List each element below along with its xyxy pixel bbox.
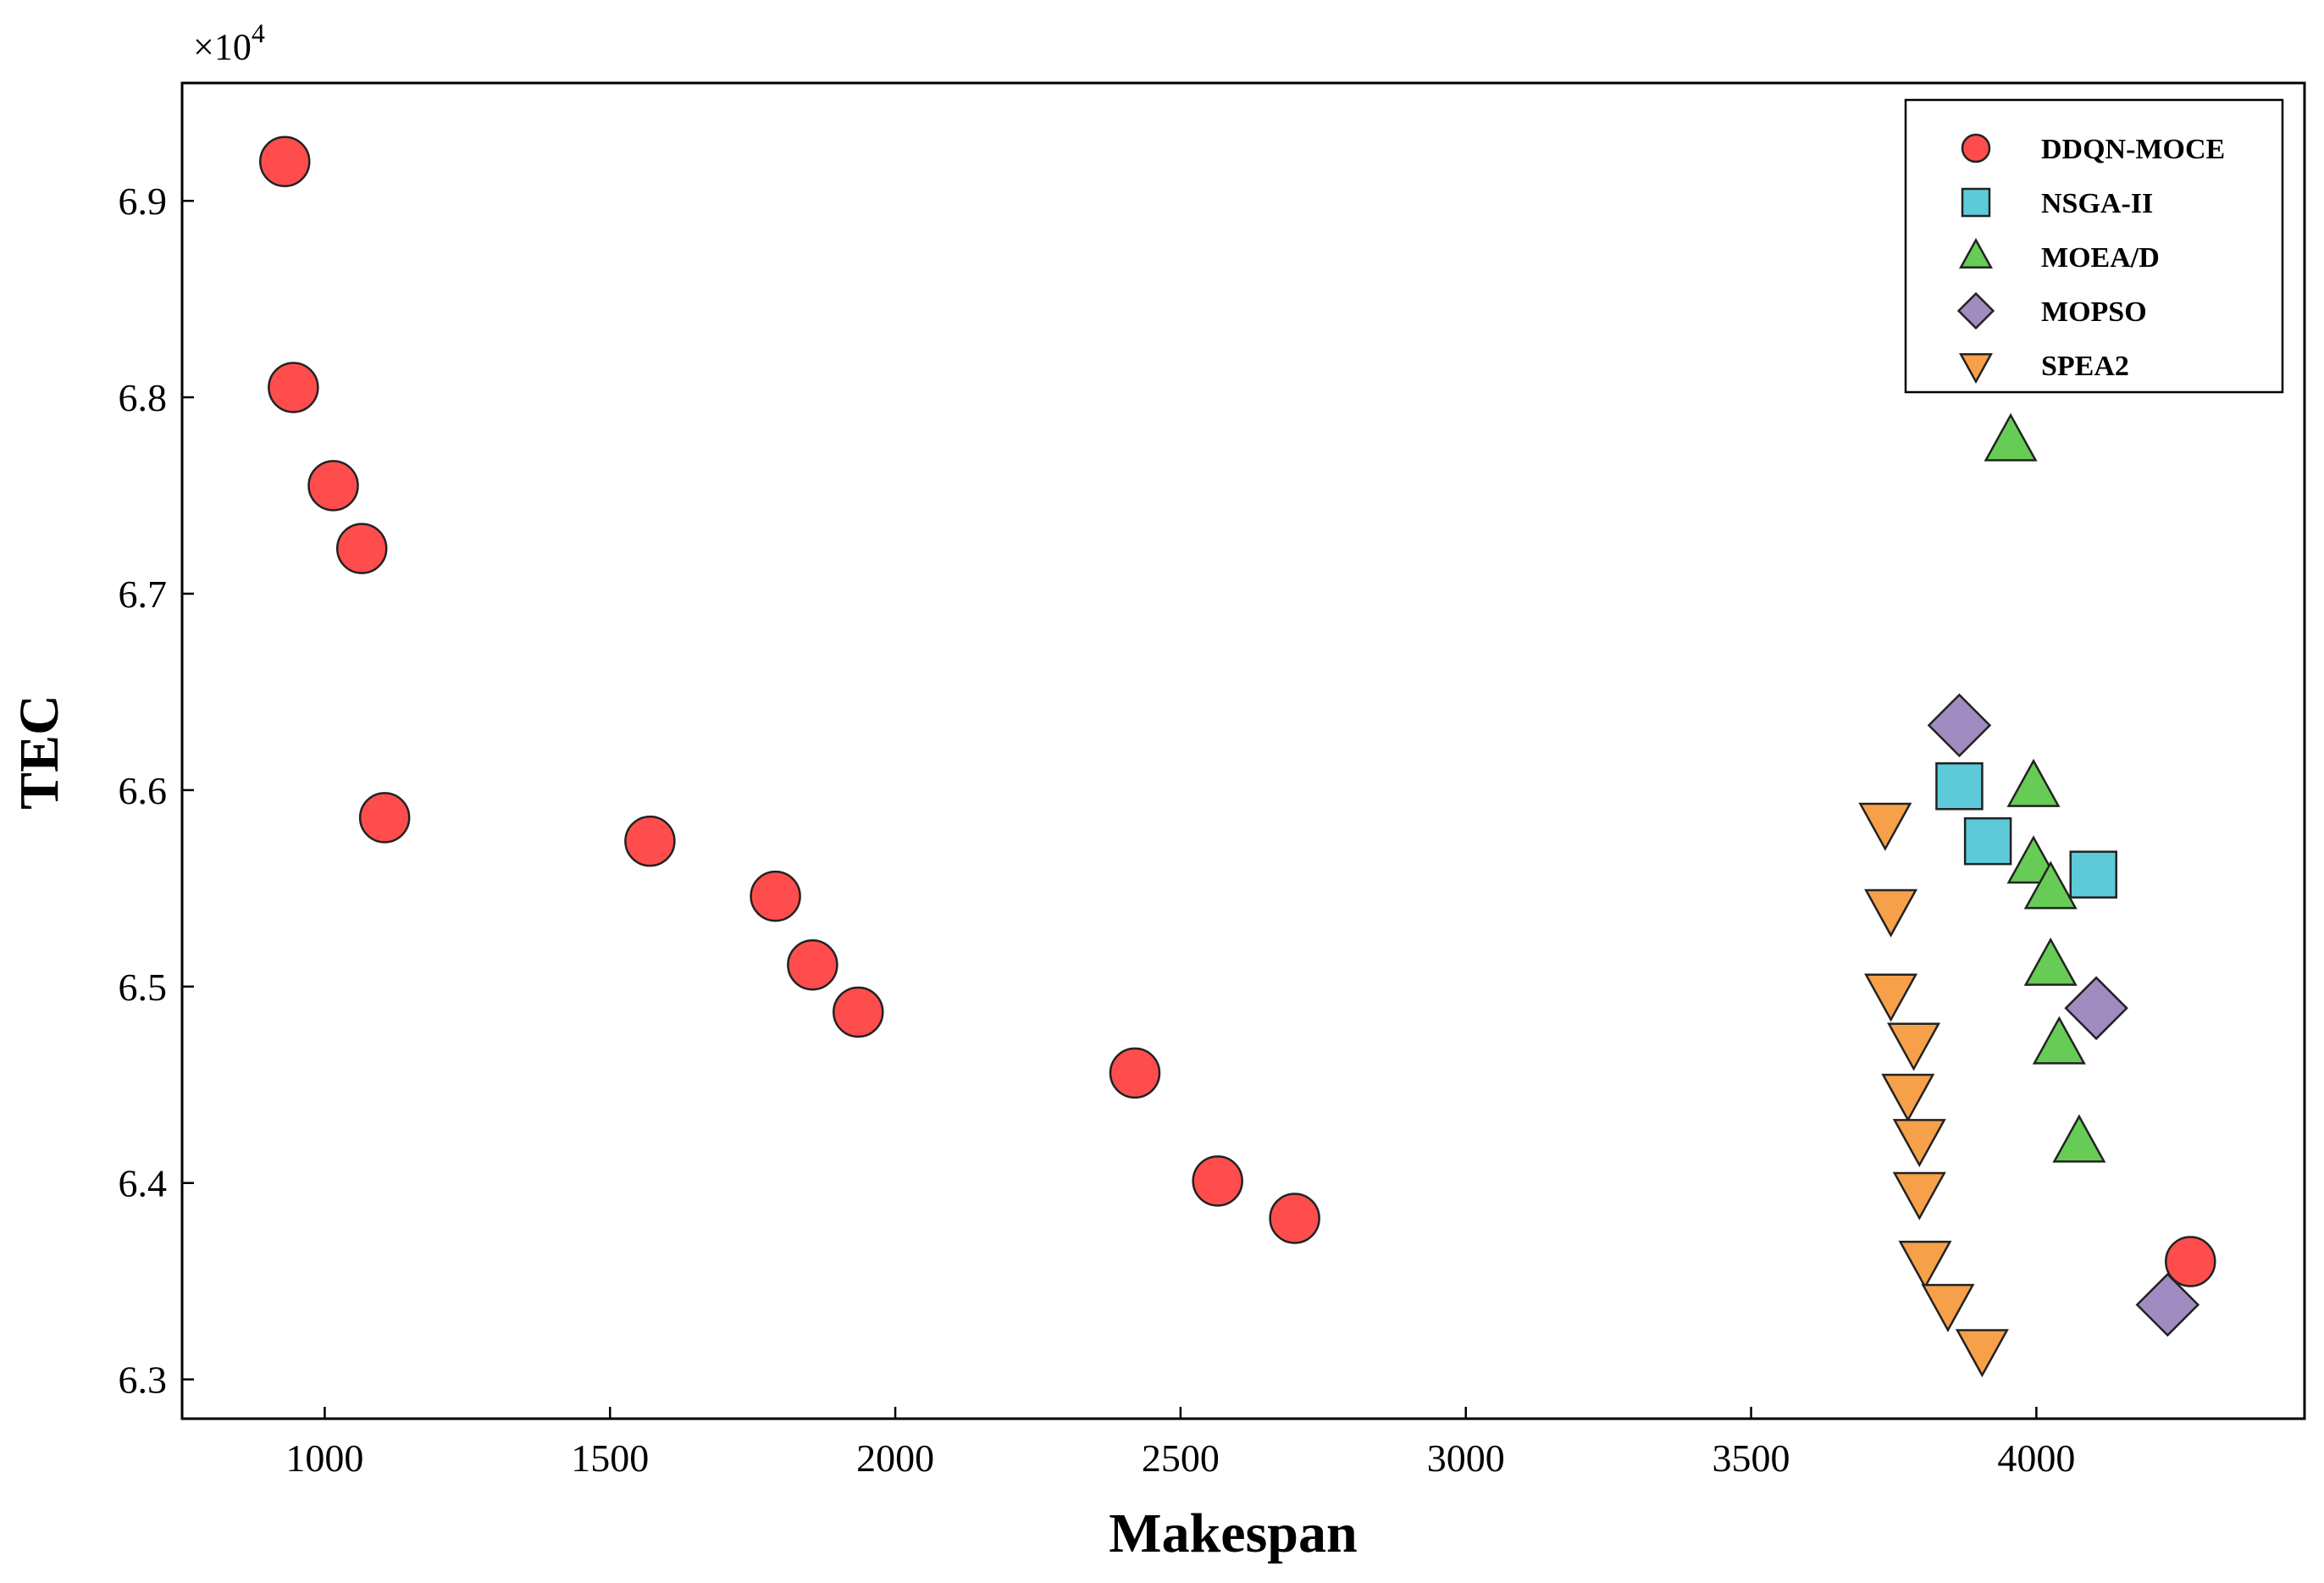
legend: DDQN-MOCE NSGA-II MOEA/D MOPSO SPEA2 bbox=[1904, 98, 2284, 394]
data-point bbox=[307, 460, 359, 512]
data-point bbox=[2052, 1114, 2106, 1163]
legend-marker bbox=[1959, 237, 1993, 268]
data-point bbox=[1984, 412, 2038, 462]
x-tick-label: 4000 bbox=[1997, 1436, 2075, 1480]
legend-label: MOPSO bbox=[2041, 296, 2147, 328]
legend-marker bbox=[1961, 187, 1991, 218]
data-point bbox=[1864, 888, 1918, 938]
data-point bbox=[358, 792, 411, 844]
data-point bbox=[268, 362, 319, 413]
data-point bbox=[1109, 1047, 1161, 1099]
y-tick-label: 6.9 bbox=[119, 180, 168, 223]
legend-label: SPEA2 bbox=[2041, 351, 2129, 382]
legend-label: MOEA/D bbox=[2041, 242, 2160, 274]
data-point bbox=[787, 939, 838, 991]
x-tick-label: 2000 bbox=[856, 1436, 934, 1480]
y-tick-label: 6.6 bbox=[119, 769, 168, 812]
x-tick-label: 3500 bbox=[1713, 1436, 1790, 1480]
data-point bbox=[624, 815, 676, 867]
data-point bbox=[335, 523, 388, 574]
legend-marker bbox=[1959, 353, 1993, 385]
data-point bbox=[1192, 1155, 1243, 1207]
x-tick-label: 1500 bbox=[571, 1436, 649, 1480]
legend-label: NSGA-II bbox=[2041, 188, 2153, 219]
data-point bbox=[833, 986, 884, 1038]
y-tick-label: 6.4 bbox=[119, 1162, 168, 1205]
data-point bbox=[2069, 850, 2117, 899]
data-point bbox=[1892, 1119, 1946, 1168]
data-point bbox=[2135, 1272, 2200, 1337]
data-point bbox=[1963, 816, 2012, 866]
data-point bbox=[750, 870, 801, 922]
x-tick-label: 2500 bbox=[1142, 1436, 1220, 1480]
data-point bbox=[1892, 1171, 1946, 1220]
series-mopso bbox=[1927, 693, 2200, 1337]
data-point bbox=[1935, 761, 1984, 811]
x-axis-title: Makespan bbox=[1109, 1503, 1357, 1564]
data-point bbox=[259, 136, 311, 188]
data-point bbox=[2006, 758, 2061, 807]
y-tick-label: 6.8 bbox=[119, 376, 168, 419]
data-point bbox=[2165, 1236, 2216, 1287]
y-axis-title: TEC bbox=[8, 695, 70, 810]
series-nsga-ii bbox=[1935, 761, 2117, 899]
y-axis-ticks: 6.3 6.4 6.5 6.6 6.7 6.8 6.9 bbox=[119, 180, 194, 1402]
data-point bbox=[1921, 1283, 1975, 1332]
x-axis-ticks: 1000 1500 2000 2500 3000 3500 4000 bbox=[285, 1407, 2075, 1480]
series-moea-d bbox=[1984, 412, 2106, 1163]
data-points bbox=[259, 136, 2216, 1378]
x-tick-label: 3000 bbox=[1427, 1436, 1505, 1480]
series-spea2 bbox=[1858, 802, 2009, 1378]
y-tick-label: 6.7 bbox=[119, 573, 168, 616]
data-point bbox=[1269, 1193, 1320, 1244]
y-tick-label: 6.3 bbox=[119, 1359, 168, 1402]
data-point bbox=[1864, 973, 1918, 1022]
data-point bbox=[1955, 1329, 2009, 1378]
data-point bbox=[1927, 693, 1992, 758]
data-point bbox=[1858, 802, 1912, 851]
series-ddqn-moce bbox=[259, 136, 2216, 1287]
y-tick-label: 6.5 bbox=[119, 966, 168, 1009]
y-multiplier-exponent: 4 bbox=[252, 18, 265, 48]
y-multiplier-label: ×104 bbox=[193, 18, 265, 68]
legend-marker bbox=[1961, 133, 1991, 163]
data-point bbox=[2023, 937, 2078, 986]
data-point bbox=[1898, 1240, 1952, 1289]
data-point bbox=[2032, 1016, 2086, 1065]
data-point bbox=[1887, 1022, 1941, 1071]
data-point bbox=[1881, 1073, 1935, 1122]
x-tick-label: 1000 bbox=[285, 1436, 363, 1480]
data-point bbox=[2064, 976, 2128, 1041]
legend-marker bbox=[1956, 291, 1995, 330]
data-point bbox=[2023, 861, 2078, 910]
legend-label: DDQN-MOCE bbox=[2041, 134, 2225, 165]
